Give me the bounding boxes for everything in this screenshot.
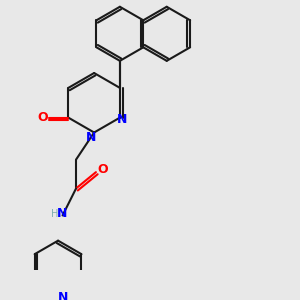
Text: O: O [37,111,47,124]
Text: N: N [86,130,97,143]
Text: N: N [56,207,67,220]
Text: N: N [58,291,69,300]
Text: N: N [116,113,127,126]
Text: H: H [51,208,58,219]
Text: O: O [98,163,108,176]
